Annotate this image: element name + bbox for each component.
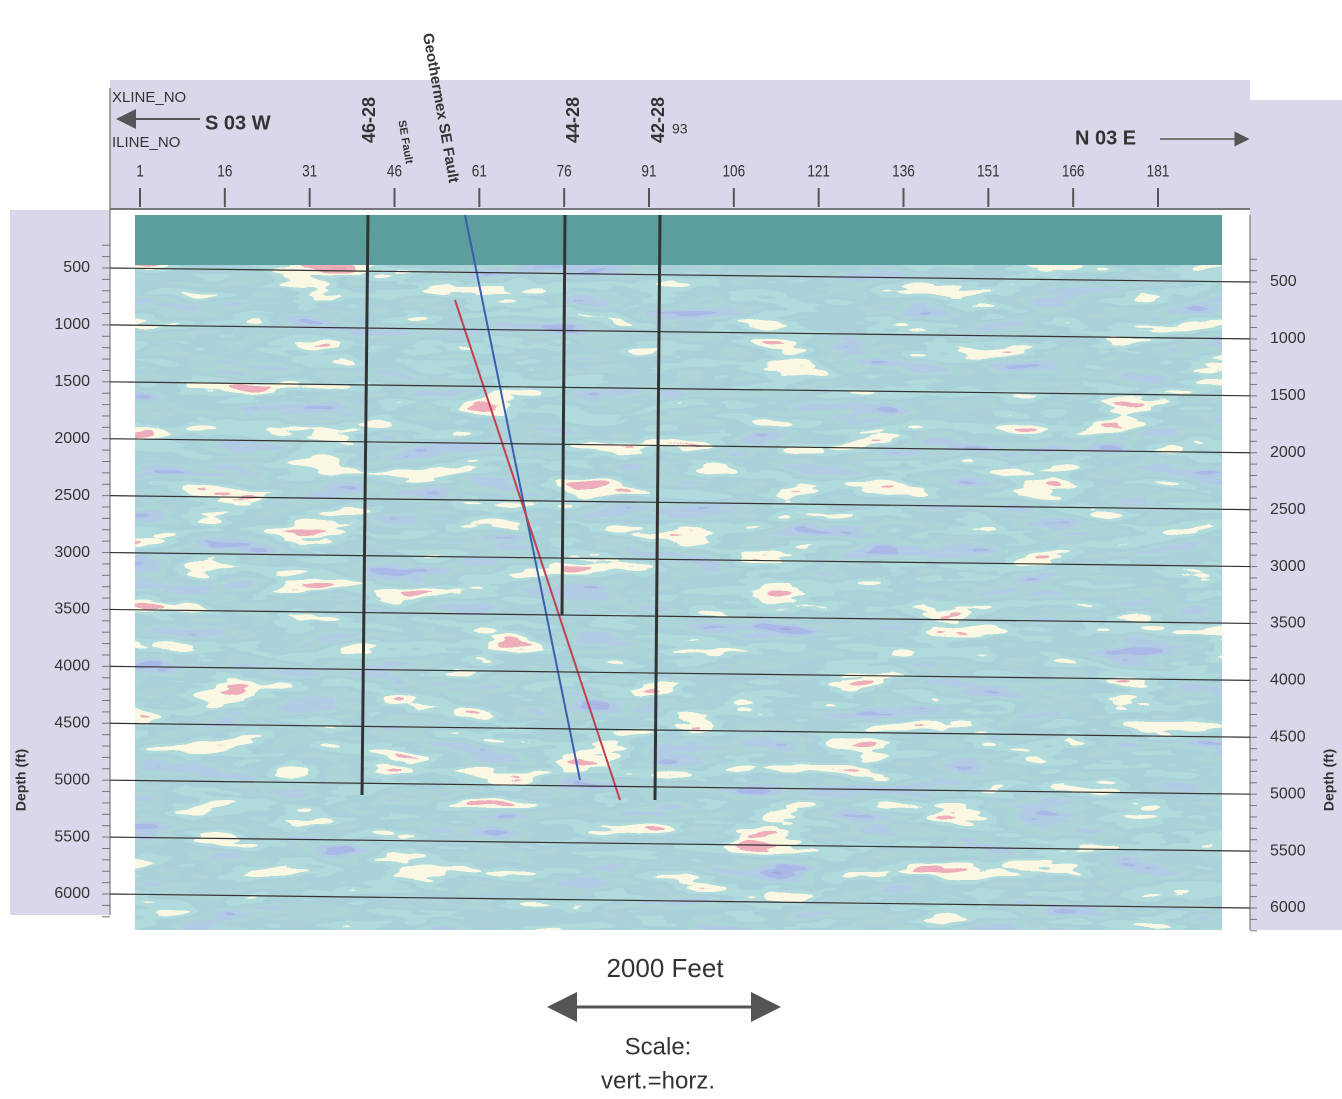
scale-ratio: vert.=horz. xyxy=(601,1067,715,1094)
trace-tick-label: 1 xyxy=(136,162,144,181)
depth-axis-title: Depth (ft) xyxy=(1321,749,1337,811)
well-line xyxy=(360,214,370,796)
depth-tick-label: 1500 xyxy=(54,373,90,390)
trace-tick-label: 91 xyxy=(641,162,656,181)
depth-tick-label: 4000 xyxy=(54,658,90,675)
trace-tick-label: 181 xyxy=(1147,162,1170,181)
trace-tick-label: 16 xyxy=(217,162,232,181)
depth-tick-label: 500 xyxy=(1270,273,1297,290)
xline-label: XLINE_NO xyxy=(112,89,186,106)
trace-tick-label: 106 xyxy=(723,162,746,181)
depth-tick-label: 6000 xyxy=(54,885,90,902)
depth-tick-label: 6000 xyxy=(1270,899,1306,916)
header-band xyxy=(110,80,1250,210)
geothermex-fault-line xyxy=(464,214,581,781)
depth-tick-label: 1000 xyxy=(54,316,90,333)
seismic-image xyxy=(135,215,1222,930)
depth-tick-label: 1000 xyxy=(1270,330,1306,347)
well-line xyxy=(560,214,567,616)
depth-tick-label: 4500 xyxy=(1270,728,1306,745)
depth-tick-label: 3500 xyxy=(1270,615,1306,632)
trace-tick-label: 31 xyxy=(302,162,317,181)
right-direction: N 03 E xyxy=(1075,127,1136,149)
depth-grid-line xyxy=(109,722,1251,738)
depth-grid-line xyxy=(109,495,1251,511)
depth-grid-line xyxy=(109,551,1251,568)
depth-tick-label: 2000 xyxy=(54,430,90,447)
depth-tick-label: 2500 xyxy=(1270,501,1306,518)
depth-tick-label: 2500 xyxy=(54,487,90,504)
left-axis-panel xyxy=(10,210,110,915)
left-direction: S 03 W xyxy=(205,112,271,134)
depth-tick-label: 5500 xyxy=(1270,842,1306,859)
depth-tick-label: 3000 xyxy=(54,544,90,561)
depth-grid-line xyxy=(109,665,1251,681)
scale-distance: 2000 Feet xyxy=(606,953,724,983)
well-label: 46-28 xyxy=(359,97,379,143)
depth-grid-line xyxy=(109,381,1251,397)
depth-tick-label: 1500 xyxy=(1270,387,1306,404)
well-note: 93 xyxy=(672,121,688,137)
scale-title: Scale: xyxy=(625,1033,692,1060)
trace-tick-label: 166 xyxy=(1062,162,1085,181)
depth-tick-label: 5500 xyxy=(54,828,90,845)
depth-axis-title: Depth (ft) xyxy=(13,749,29,811)
trace-tick-label: 151 xyxy=(977,162,1000,181)
depth-grid-line xyxy=(109,324,1251,340)
trace-tick-label: 76 xyxy=(557,162,572,181)
depth-tick-label: 2000 xyxy=(1270,444,1306,461)
depth-grid-line xyxy=(109,836,1251,852)
depth-tick-label: 4000 xyxy=(1270,672,1306,689)
well-line xyxy=(653,214,662,801)
depth-tick-label: 5000 xyxy=(1270,785,1306,802)
axes: 1 16 31 46 61 76 91 106 121 136 151 166 181 500 500 100… xyxy=(13,162,1337,932)
iline-label: ILINE_NO xyxy=(112,134,180,151)
depth-grid-line xyxy=(109,267,1251,283)
depth-tick-label: 500 xyxy=(63,259,90,276)
depth-grid-line xyxy=(109,608,1251,625)
well-label: 42-28 xyxy=(648,97,668,143)
depth-tick-label: 5000 xyxy=(54,771,90,788)
well-label: 44-28 xyxy=(563,97,583,143)
trace-tick-label: 136 xyxy=(892,162,915,181)
depth-tick-label: 4500 xyxy=(54,714,90,731)
trace-tick-label: 61 xyxy=(472,162,487,181)
depth-grid-line xyxy=(109,893,1251,909)
depth-tick-label: 3000 xyxy=(1270,558,1306,575)
depth-grid-line xyxy=(109,438,1251,454)
depth-grid-line xyxy=(109,779,1251,795)
trace-tick-label: 46 xyxy=(387,162,402,181)
depth-tick-label: 3500 xyxy=(54,601,90,618)
right-axis-panel xyxy=(1250,100,1342,930)
water-band xyxy=(135,215,1222,265)
trace-tick-label: 121 xyxy=(807,162,830,181)
se-fault-line xyxy=(454,299,621,801)
